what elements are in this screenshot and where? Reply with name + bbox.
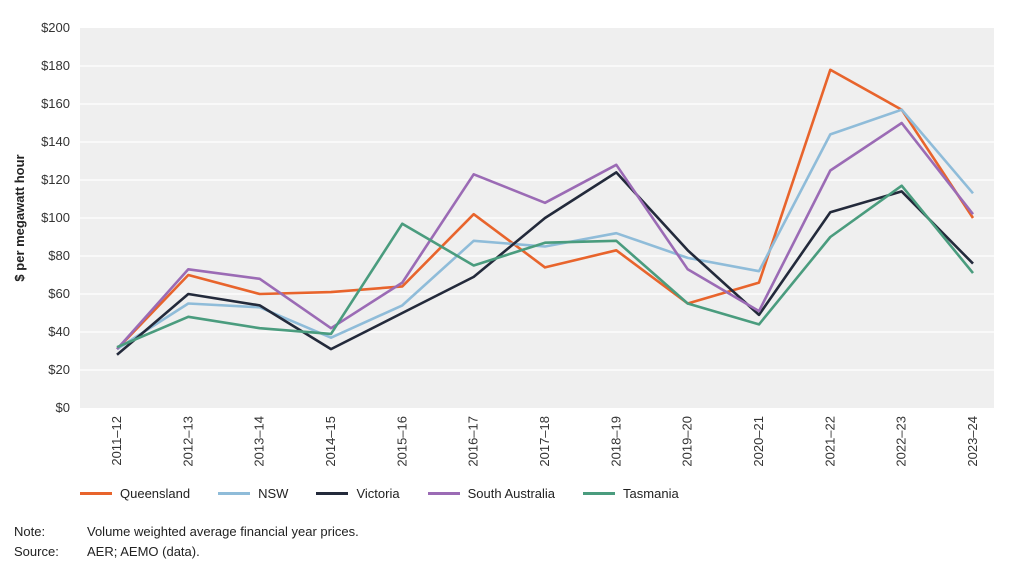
source-key: Source:	[14, 544, 59, 559]
legend-label: Queensland	[120, 486, 191, 501]
x-tick-label: 2022–23	[894, 416, 909, 467]
source-row: Source: AER; AEMO (data).	[14, 542, 359, 562]
x-tick-label: 2016–17	[466, 416, 481, 467]
y-tick-label: $60	[48, 286, 70, 301]
legend-item: Tasmania	[583, 486, 679, 501]
x-tick-label: 2023–24	[965, 416, 980, 467]
series-line-queensland	[116, 68, 975, 351]
y-tick-label: $200	[41, 20, 70, 35]
x-axis: 2011–12 2012–13 2013–14 2014–15 2015–16 2016–…	[109, 416, 980, 467]
y-tick-label: $140	[41, 134, 70, 149]
y-axis-label: $ per megawatt hour	[12, 154, 27, 281]
legend-swatch	[316, 492, 349, 495]
source-text: AER; AEMO (data).	[87, 544, 200, 559]
y-tick-label: $160	[41, 96, 70, 111]
legend-item: NSW	[218, 486, 288, 501]
legend-item: Victoria	[316, 486, 400, 501]
line-chart: $0 $20 $40 $60 $80 $100 $120 $140 $160 $180 $200 2…	[12, 20, 994, 467]
legend-swatch	[427, 492, 460, 495]
legend-label: South Australia	[467, 486, 556, 501]
y-tick-label: $120	[41, 172, 70, 187]
note-key: Note:	[14, 524, 46, 539]
note-text: Volume weighted average financial year p…	[87, 524, 359, 539]
y-tick-label: $100	[41, 210, 70, 225]
series-lines	[116, 68, 975, 356]
y-tick-label: $80	[48, 248, 70, 263]
legend-label: Tasmania	[623, 486, 679, 501]
y-tick-label: $40	[48, 324, 70, 339]
series-line-nsw	[116, 108, 974, 351]
series-line-victoria	[116, 171, 974, 356]
series-line-south-australia	[116, 121, 975, 350]
x-tick-label: 2013–14	[252, 416, 267, 467]
y-axis: $0 $20 $40 $60 $80 $100 $120 $140 $160 $180 $200	[41, 20, 70, 415]
legend-item: Queensland	[80, 486, 190, 501]
legend-swatch	[218, 492, 251, 495]
series-line-tasmania	[116, 184, 975, 349]
legend-swatch	[583, 492, 616, 495]
notes: Note: Volume weighted average financial …	[14, 522, 359, 562]
x-tick-label: 2014–15	[323, 416, 338, 467]
legend-label: Victoria	[356, 486, 400, 501]
x-tick-label: 2021–22	[822, 416, 837, 467]
x-tick-label: 2015–16	[394, 416, 409, 467]
grid-lines	[80, 65, 994, 371]
x-tick-label: 2011–12	[109, 416, 124, 466]
y-tick-label: $180	[41, 58, 70, 73]
legend-swatch	[80, 492, 112, 495]
legend-item: South Australia	[427, 486, 556, 501]
x-tick-label: 2017–18	[537, 416, 552, 467]
note-row: Note: Volume weighted average financial …	[14, 522, 359, 542]
legend: Queensland NSW Victoria South Australia Tasm…	[80, 486, 707, 501]
x-tick-label: 2019–20	[680, 416, 695, 467]
x-tick-label: 2012–13	[180, 416, 195, 467]
x-tick-label: 2018–19	[608, 416, 623, 467]
legend-label: NSW	[258, 486, 289, 501]
x-tick-label: 2020–21	[751, 416, 766, 467]
y-tick-label: $20	[48, 362, 70, 377]
y-tick-label: $0	[56, 400, 70, 415]
